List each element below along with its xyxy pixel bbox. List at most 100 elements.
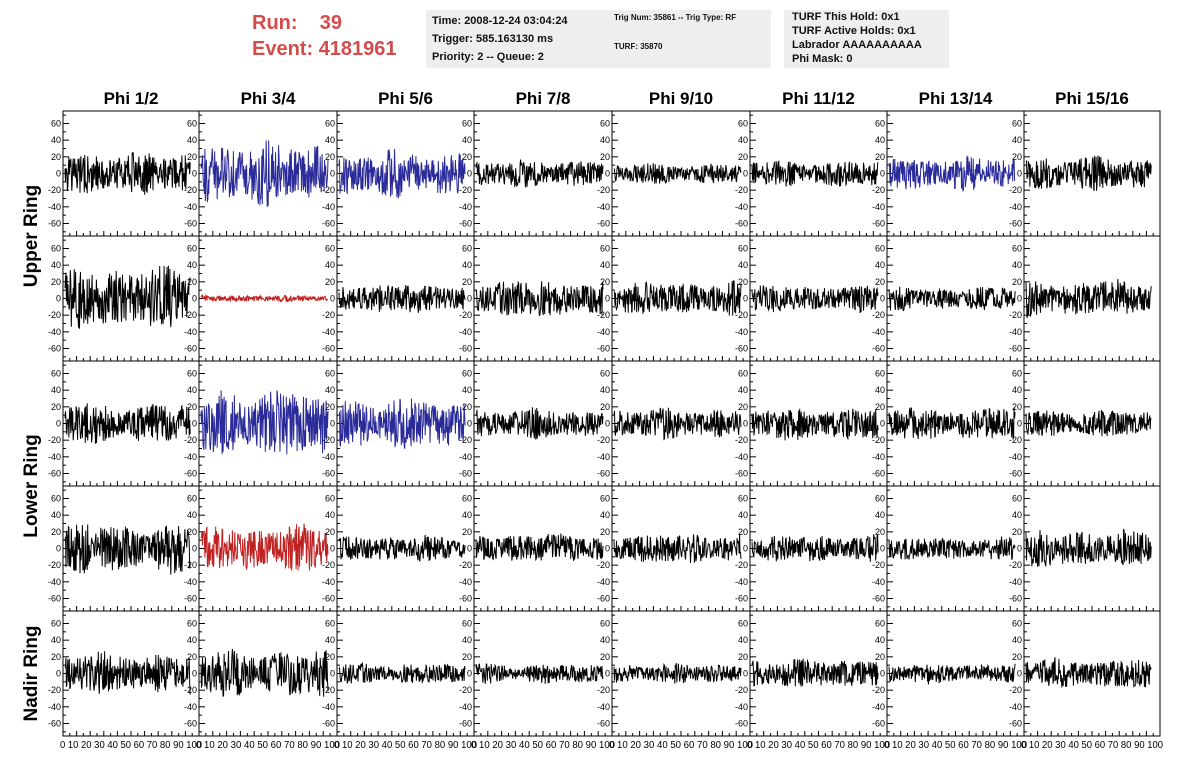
y-tick-label: -40 [597,202,610,212]
y-tick-label: 60 [51,119,61,129]
y-tick-label: -40 [1009,577,1022,587]
waveform-trace [751,534,879,562]
y-tick-label: 60 [600,369,610,379]
y-tick-label: -20 [184,435,197,445]
y-tick-label: 0 [605,419,610,429]
y-tick-label: -40 [735,702,748,712]
trigger-text: Trigger: 585.163130 ms [432,33,554,45]
waveform-trace [338,534,466,562]
y-tick-label: 0 [467,294,472,304]
y-tick-label: -20 [735,185,748,195]
y-tick-label: 20 [738,277,748,287]
y-tick-label: 0 [743,544,748,554]
y-tick-label: 60 [325,369,335,379]
y-tick-label: 40 [51,635,61,645]
x-tick-labels: 0 10 20 30 40 50 60 70 80 90 100 [609,740,753,751]
labrador-text: Labrador AAAAAAAAAA [792,39,922,51]
y-tick-label: 40 [875,260,885,270]
y-tick-label: -20 [1009,685,1022,695]
y-tick-label: -40 [459,702,472,712]
turf-num-text: TURF: 35870 [614,42,663,51]
y-tick-label: 40 [1012,510,1022,520]
waveform-trace [613,279,742,316]
y-tick-label: 20 [1012,152,1022,162]
y-tick-label: 20 [51,152,61,162]
y-tick-label: -20 [1009,560,1022,570]
waveform-trace [475,407,604,440]
y-tick-label: -60 [184,594,197,604]
y-tick-label: -40 [184,202,197,212]
waveform-trace [475,663,604,684]
y-tick-label: -20 [322,185,335,195]
y-tick-label: 60 [1012,369,1022,379]
y-tick-label: -20 [735,310,748,320]
y-tick-label: 60 [875,244,885,254]
y-tick-label: 60 [51,619,61,629]
y-tick-label: 60 [600,244,610,254]
y-tick-label: 60 [1012,494,1022,504]
priority-text: Priority: 2 -- Queue: 2 [432,51,544,63]
y-tick-label: 40 [600,385,610,395]
y-tick-label: -60 [459,719,472,729]
y-tick-label: 60 [462,619,472,629]
waveform-trace [338,148,466,199]
y-tick-label: -60 [1009,719,1022,729]
ring-label: Lower Ring [21,434,42,537]
waveform-trace [888,407,1016,440]
y-tick-label: 20 [738,527,748,537]
y-tick-label: 0 [192,169,197,179]
ring-label: Upper Ring [21,185,42,287]
y-tick-label: 60 [738,244,748,254]
y-tick-label: 20 [738,402,748,412]
y-tick-label: -20 [597,310,610,320]
y-tick-label: 0 [192,669,197,679]
y-tick-label: -60 [735,719,748,729]
y-tick-label: 20 [187,652,197,662]
y-tick-label: -60 [48,469,61,479]
y-tick-label: 40 [1012,260,1022,270]
y-tick-label: -20 [322,310,335,320]
y-tick-label: -60 [872,719,885,729]
y-tick-label: 20 [51,527,61,537]
y-tick-label: -60 [48,344,61,354]
y-tick-label: -20 [184,185,197,195]
y-tick-label: -60 [1009,594,1022,604]
y-tick-label: 40 [51,385,61,395]
y-tick-label: -40 [48,702,61,712]
y-tick-label: 0 [330,294,335,304]
y-tick-label: -60 [597,219,610,229]
y-tick-label: 0 [743,669,748,679]
y-tick-label: 40 [325,260,335,270]
waveform-panel [62,110,200,237]
waveform-trace [613,533,742,564]
y-tick-label: 0 [605,169,610,179]
y-tick-label: -60 [735,469,748,479]
y-tick-label: -40 [322,202,335,212]
waveform-trace [751,285,879,314]
y-tick-label: 0 [330,669,335,679]
y-tick-label: -20 [597,560,610,570]
waveform-trace [64,651,191,695]
y-tick-label: 0 [467,419,472,429]
y-tick-label: 0 [743,169,748,179]
y-tick-label: -20 [597,185,610,195]
event-label: Event: [252,38,314,60]
waveform-trace [1025,657,1152,688]
y-tick-label: 20 [51,652,61,662]
y-tick-label: 60 [51,244,61,254]
y-tick-label: 60 [1012,244,1022,254]
y-tick-label: 60 [462,369,472,379]
y-tick-label: 60 [875,119,885,129]
waveform-trace [338,398,466,449]
y-tick-label: 40 [187,135,197,145]
y-tick-label: -40 [872,202,885,212]
turf-active-holds-text: TURF Active Holds: 0x1 [792,25,916,37]
ring-label: Nadir Ring [21,625,42,721]
y-tick-label: 20 [187,402,197,412]
y-tick-label: 20 [600,652,610,662]
y-tick-label: 60 [462,244,472,254]
y-tick-label: -40 [597,452,610,462]
y-tick-label: 0 [330,419,335,429]
y-tick-label: 20 [600,527,610,537]
x-tick-labels: 0 10 20 30 40 50 60 70 80 90 100 [1021,740,1163,751]
